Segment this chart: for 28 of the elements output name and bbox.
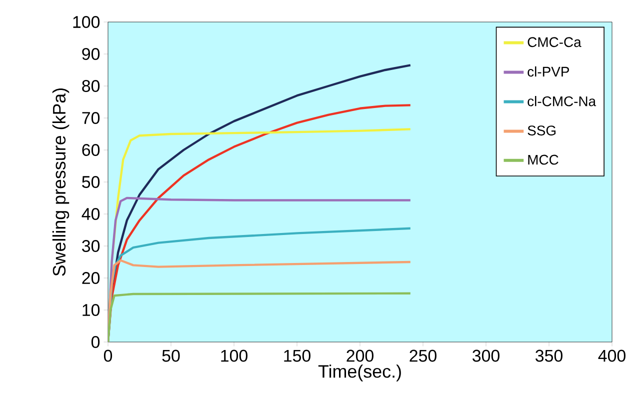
x-axis-title: Time(sec.) [318, 364, 401, 382]
x-tick-label: 400 [598, 350, 626, 362]
y-tick-label: 10 [82, 304, 100, 316]
x-tick-label: 300 [472, 350, 500, 362]
y-tick-label: 60 [82, 144, 100, 156]
legend-label: cl-PVP [528, 66, 569, 77]
line-series [108, 292, 412, 342]
x-tick-label: 250 [410, 350, 436, 362]
y-tick-label: 90 [82, 48, 100, 60]
x-tick-label: 100 [221, 350, 248, 362]
x-tick-label: 50 [162, 350, 180, 362]
y-axis-title: Swelling pressure (kPa) [52, 88, 70, 276]
x-tick-label: 200 [346, 350, 374, 362]
y-tick-label: 70 [82, 112, 100, 124]
y-tick-label: 50 [82, 176, 100, 188]
legend-label: MCC [528, 154, 558, 165]
legend-label: cl-CMC-Na [528, 96, 596, 106]
legend-label: CMC-Ca [528, 37, 582, 48]
y-tick-label: 80 [82, 80, 100, 92]
y-tick-label: 0 [91, 336, 100, 348]
legend-label: SSG [528, 126, 556, 136]
x-tick-label: 150 [284, 350, 310, 362]
y-tick-label: 100 [73, 16, 100, 28]
x-tick-label: 350 [536, 350, 562, 362]
y-tick-label: 30 [82, 240, 100, 252]
y-tick-label: 40 [82, 208, 100, 220]
y-tick-label: 20 [82, 272, 100, 284]
x-tick-label: 0 [104, 350, 112, 362]
